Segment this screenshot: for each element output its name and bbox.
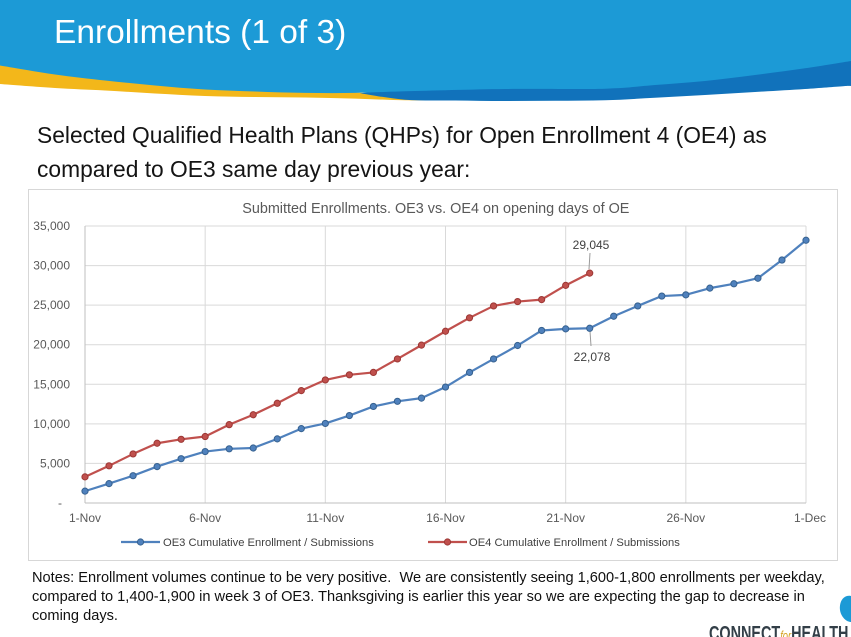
svg-text:26-Nov: 26-Nov (666, 511, 705, 525)
svg-text:29,045: 29,045 (573, 238, 610, 252)
svg-text:15,000: 15,000 (33, 377, 70, 391)
svg-text:-: - (58, 496, 62, 510)
svg-text:1-Nov: 1-Nov (69, 511, 101, 525)
svg-text:Submitted Enrollments. OE3 vs.: Submitted Enrollments. OE3 vs. OE4 on op… (242, 201, 629, 217)
svg-text:1-Dec: 1-Dec (794, 511, 826, 525)
svg-text:25,000: 25,000 (33, 298, 70, 312)
svg-text:OE4 Cumulative Enrollment / Su: OE4 Cumulative Enrollment / Submissions (469, 537, 680, 549)
svg-text:22,078: 22,078 (574, 350, 611, 364)
svg-text:35,000: 35,000 (33, 219, 70, 233)
svg-text:16-Nov: 16-Nov (426, 511, 465, 525)
svg-text:OE3 Cumulative Enrollment / Su: OE3 Cumulative Enrollment / Submissions (163, 537, 374, 549)
svg-text:30,000: 30,000 (33, 259, 70, 273)
svg-text:6-Nov: 6-Nov (189, 511, 221, 525)
svg-text:21-Nov: 21-Nov (546, 511, 585, 525)
svg-text:20,000: 20,000 (33, 338, 70, 352)
svg-text:10,000: 10,000 (33, 417, 70, 431)
svg-text:11-Nov: 11-Nov (306, 511, 344, 525)
svg-text:5,000: 5,000 (40, 456, 70, 470)
